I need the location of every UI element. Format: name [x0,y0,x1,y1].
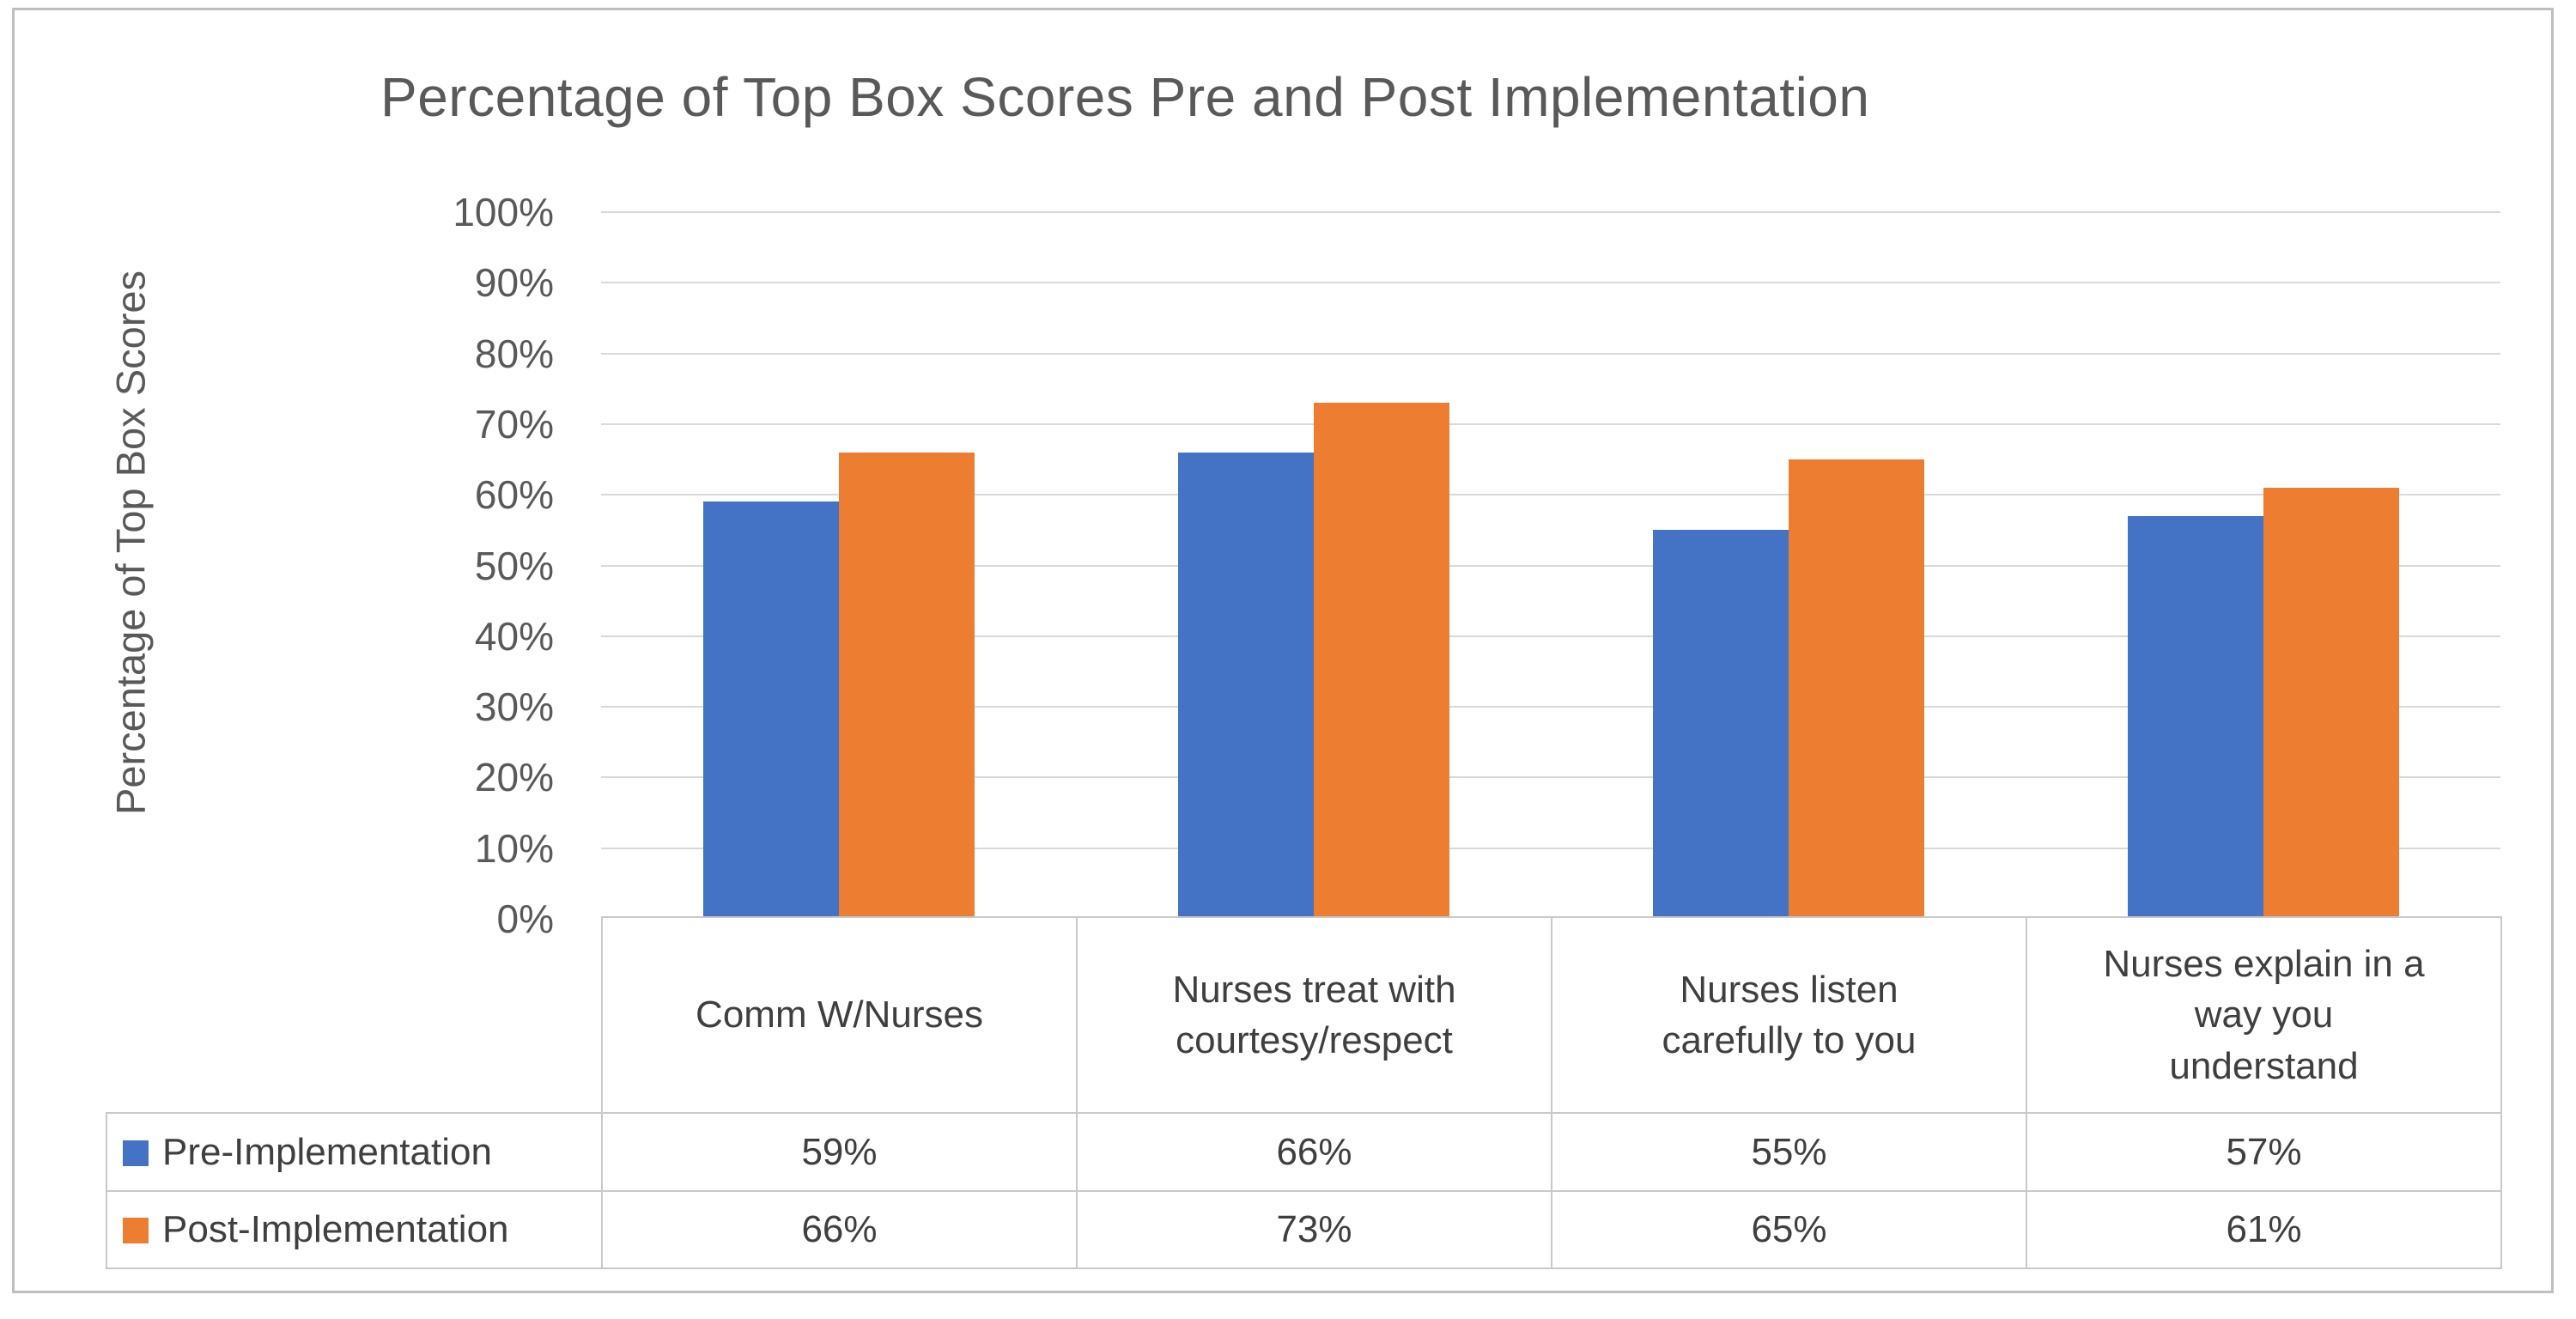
category-header-cell-1: Nurses treat with courtesy/respect [1076,916,1552,1114]
value-cell-pre-1: 66% [1076,1112,1552,1192]
gridline [601,564,2500,567]
gridline [601,494,2500,496]
gridline [601,706,2500,708]
value-cell-pre-2: 55% [1551,1112,2027,1192]
gridline [601,635,2500,637]
category-header-cell-2: Nurses listen carefully to you [1551,916,2027,1114]
value-cell-post-3: 61% [2026,1190,2502,1269]
value-cell-post-0: 66% [601,1190,1078,1269]
y-tick-label: 90% [474,260,554,306]
y-tick-label: 50% [474,543,554,588]
post-series-swatch-icon [123,1218,149,1243]
y-tick-label: 40% [474,613,554,659]
value-cell-post-1: 73% [1076,1190,1552,1269]
bar-pre-implementation-0 [702,501,839,919]
y-tick-label: 100% [453,190,554,234]
gridline [601,776,2500,779]
category-header-cell-0: Comm W/Nurses [601,916,1078,1114]
bar-pre-implementation-2 [1652,530,1789,919]
pre-series-swatch-icon [123,1140,149,1166]
category-header-cell-3: Nurses explain in a way you understand [2026,916,2502,1114]
table-row-pre-implementation: Pre-Implementation 59% 66% 55% 57% [106,1112,2502,1192]
legend-label: Pre-Implementation [162,1130,492,1173]
y-tick-label: 10% [474,825,554,871]
table-row-post-implementation: Post-Implementation 66% 73% 65% 61% [106,1190,2502,1269]
y-tick-label: 30% [474,684,554,730]
gridline [601,282,2500,284]
value-cell-pre-0: 59% [601,1112,1078,1192]
y-tick-label: 70% [474,401,554,447]
legend-label: Post-Implementation [162,1208,509,1250]
chart-title: Percentage of Top Box Scores Pre and Pos… [380,66,1870,128]
gridline [601,211,2500,213]
y-tick-label: 0% [496,897,554,941]
legend-cell-pre: Pre-Implementation [106,1112,603,1192]
gridline [601,352,2500,355]
y-tick-label: 20% [474,755,554,800]
legend-cell-post: Post-Implementation [106,1190,603,1269]
bar-pre-implementation-1 [1177,452,1314,919]
y-tick-label: 80% [474,331,554,376]
y-tick-label: 60% [474,472,554,518]
table-corner-blank-cell [106,917,602,1113]
bar-post-implementation-3 [2263,487,2399,919]
value-cell-pre-3: 57% [2026,1112,2502,1192]
gridline [601,847,2500,849]
bar-pre-implementation-3 [2127,515,2263,919]
data-table: Comm W/Nurses Nurses treat with courtesy/… [106,916,2502,1269]
bar-post-implementation-2 [1788,459,1924,919]
bar-post-implementation-1 [1313,403,1449,919]
gridline [601,422,2500,425]
plot-area [601,211,2500,920]
data-table-container: Comm W/Nurses Nurses treat with courtesy/… [106,916,2502,1269]
value-cell-post-2: 65% [1551,1190,2027,1269]
y-axis-title: Percentage of Top Box Scores [107,270,154,816]
bar-post-implementation-0 [838,452,975,919]
